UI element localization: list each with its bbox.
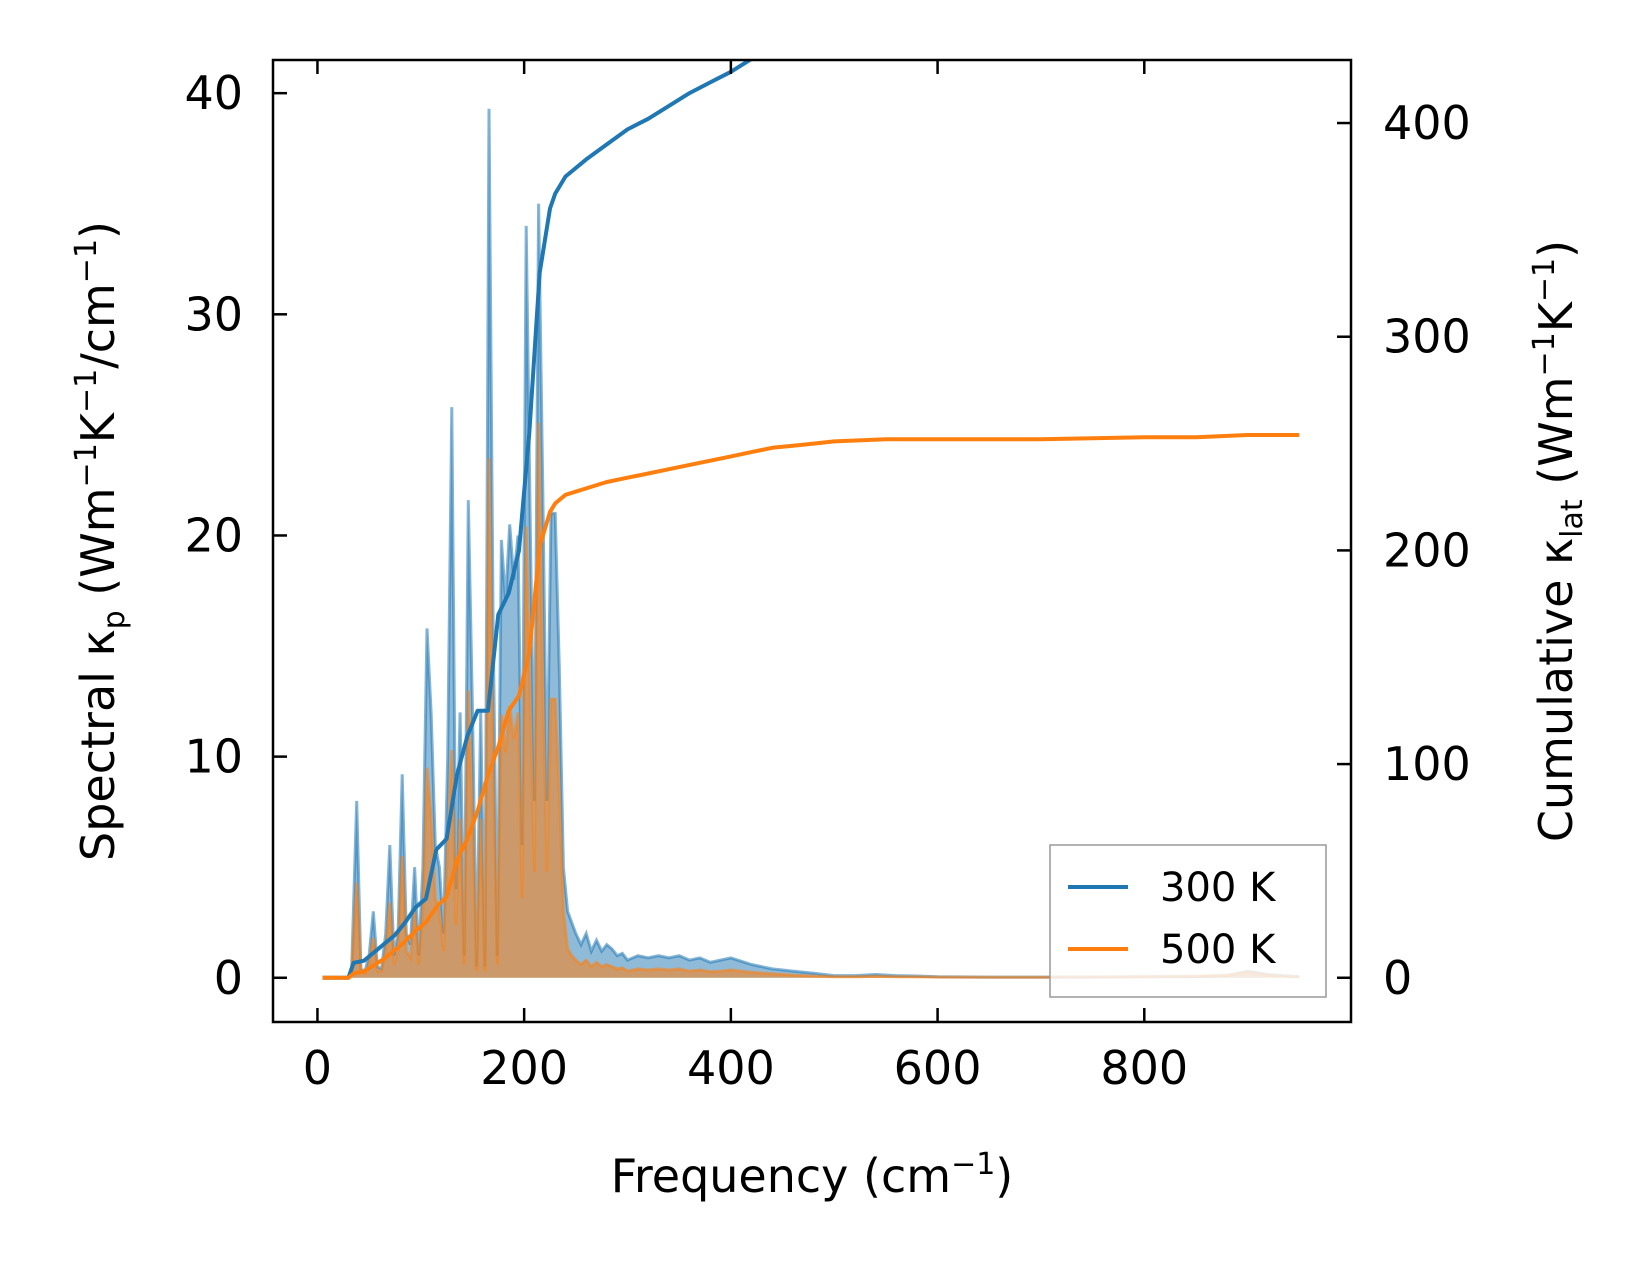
x-tick-label: 600 (894, 1041, 982, 1095)
y-right-tick-label: 100 (1383, 737, 1471, 791)
x-axis-label: Frequency (cm−1) (611, 1147, 1014, 1203)
y-left-tick-label: 20 (184, 508, 243, 562)
legend-label-300k: 300 K (1160, 865, 1277, 911)
y-left-tick-label: 30 (184, 287, 243, 341)
plot-area (322, 60, 1300, 980)
x-tick-label: 800 (1100, 1041, 1188, 1095)
y-left-tick-label: 40 (184, 66, 243, 120)
y-right-tick-label: 300 (1383, 310, 1471, 364)
y-right-tick-label: 200 (1383, 523, 1471, 577)
y-left-tick-label: 0 (214, 951, 243, 1005)
x-tick-label: 200 (480, 1041, 568, 1095)
legend: 300 K 500 K (1049, 844, 1327, 998)
y-axis-right-label: Cumulative κlat (Wm−1K−1) (1527, 240, 1590, 842)
y-left-tick-label: 10 (184, 730, 243, 784)
cumulative-line-500k (322, 433, 1300, 980)
y-right-tick-label: 400 (1383, 96, 1471, 150)
legend-box (1049, 844, 1327, 998)
x-tick-label: 400 (687, 1041, 775, 1095)
spectral-line-300k (322, 108, 1300, 980)
cumulative-line-300k (322, 60, 755, 980)
y-right-tick-label: 0 (1383, 951, 1412, 1005)
legend-label-500k: 500 K (1160, 927, 1277, 973)
y-axis-left-label: Spectral κp (Wm−1K−1/cm−1) (69, 221, 132, 861)
x-tick-label: 0 (303, 1041, 332, 1095)
axes-frame (271, 58, 1353, 1024)
